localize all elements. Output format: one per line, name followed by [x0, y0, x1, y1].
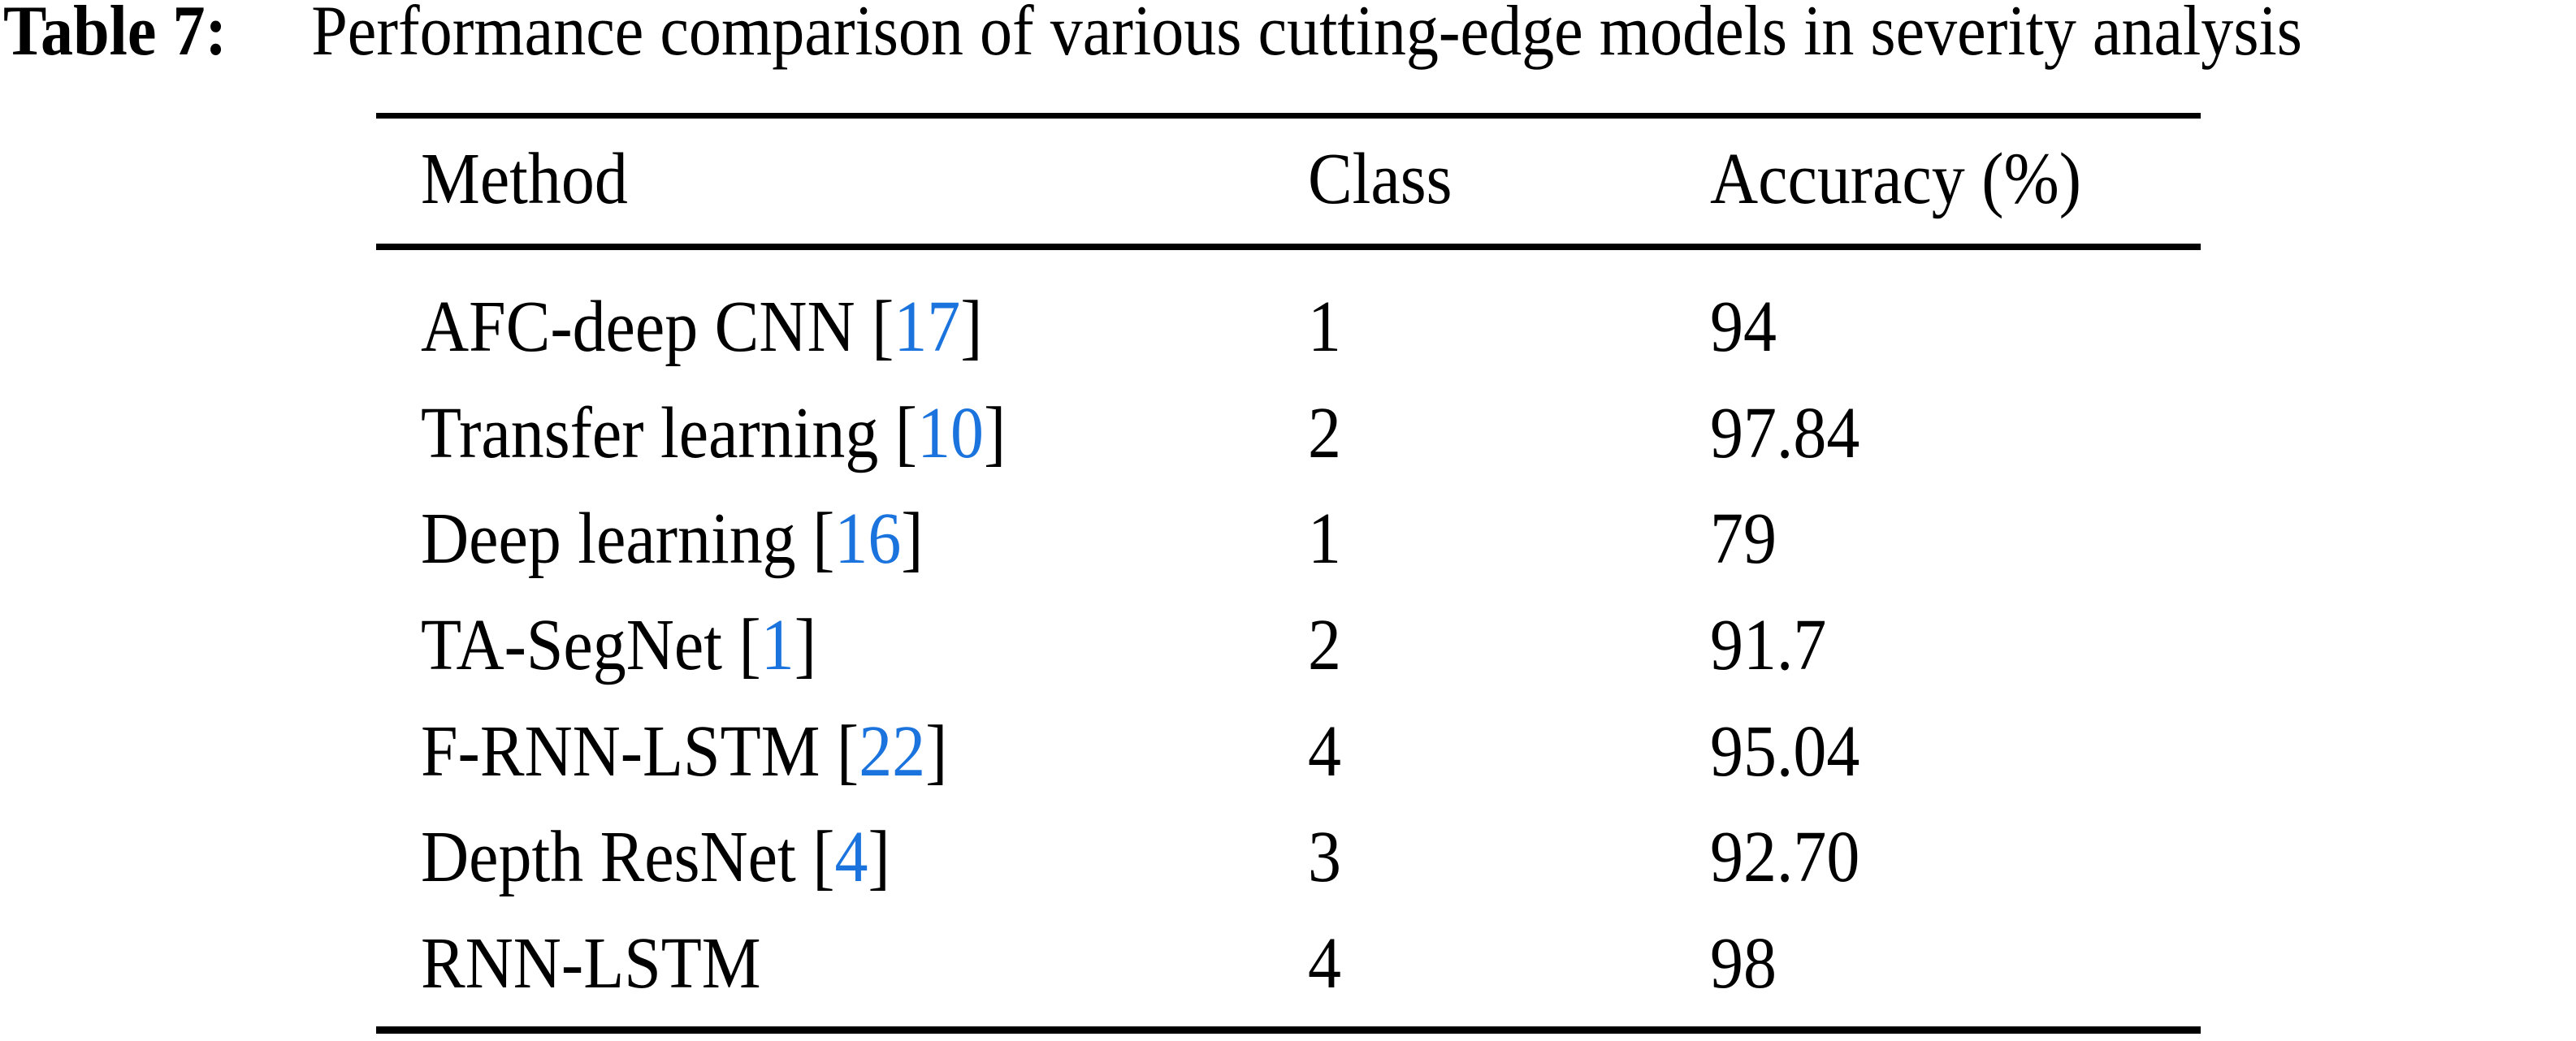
- method-name: Transfer learning: [421, 393, 879, 473]
- class-value: 1: [1308, 499, 1341, 579]
- method-cell: Transfer learning [10]: [421, 397, 1063, 470]
- caption-line: Table 7: Performance comparison of variou…: [3, 0, 2302, 68]
- accuracy-cell: 97.84: [1710, 397, 1875, 470]
- method-name: F-RNN-LSTM: [421, 711, 820, 792]
- accuracy-value: 92.70: [1710, 817, 1860, 897]
- column-header-class: Class: [1308, 143, 1466, 216]
- citation: [10]: [895, 393, 1006, 473]
- method-line: F-RNN-LSTM [22]: [421, 715, 947, 788]
- method-line: RNN-LSTM: [421, 927, 761, 1000]
- method-name: RNN-LSTM: [421, 923, 761, 1004]
- table-row: AFC-deep CNN [17] 1 94: [0, 291, 2576, 364]
- table-header-rule: [376, 244, 2201, 250]
- table-row: Deep learning [16] 1 79: [0, 503, 2576, 576]
- method-cell: RNN-LSTM: [421, 927, 794, 1000]
- class-cell: 1: [1308, 503, 1344, 576]
- class-value: 1: [1308, 287, 1341, 367]
- citation-open-bracket: [: [812, 817, 835, 897]
- table-row: RNN-LSTM 4 98: [0, 927, 2576, 1000]
- method-cell: Depth ResNet [4]: [421, 821, 937, 894]
- citation-close-bracket: ]: [960, 287, 983, 367]
- column-header-accuracy-label: Accuracy (%): [1710, 139, 2081, 219]
- citation-link[interactable]: 22: [859, 711, 926, 792]
- accuracy-cell: 98: [1710, 927, 1783, 1000]
- citation-open-bracket: [: [836, 711, 859, 792]
- accuracy-cell: 92.70: [1710, 821, 1875, 894]
- accuracy-value: 98: [1710, 923, 1777, 1004]
- citation-link[interactable]: 1: [760, 605, 794, 685]
- accuracy-value: 94: [1710, 287, 1777, 367]
- table-row: Transfer learning [10] 2 97.84: [0, 397, 2576, 470]
- column-header-method-label: Method: [421, 139, 628, 219]
- table-row: Depth ResNet [4] 3 92.70: [0, 821, 2576, 894]
- table-header-row: Method Class Accuracy (%): [0, 143, 2576, 216]
- class-value: 3: [1308, 817, 1341, 897]
- method-line: Transfer learning [10]: [421, 397, 1006, 470]
- citation-open-bracket: [: [894, 393, 918, 473]
- class-cell: 2: [1308, 609, 1344, 682]
- citation: [17]: [872, 287, 982, 367]
- accuracy-value: 95.04: [1710, 711, 1860, 792]
- method-name: Depth ResNet: [421, 817, 796, 897]
- method-name: TA-SegNet: [421, 605, 722, 685]
- class-value: 4: [1308, 711, 1341, 792]
- method-cell: AFC-deep CNN [17]: [421, 291, 1038, 364]
- column-header-accuracy: Accuracy (%): [1710, 143, 2118, 216]
- accuracy-cell: 95.04: [1710, 715, 1875, 788]
- citation-link[interactable]: 16: [834, 499, 902, 579]
- citation-close-bracket: ]: [868, 817, 890, 897]
- class-cell: 4: [1308, 927, 1344, 1000]
- accuracy-cell: 94: [1710, 291, 1783, 364]
- class-value: 2: [1308, 605, 1341, 685]
- table-top-rule: [376, 113, 2201, 119]
- table-row: F-RNN-LSTM [22] 4 95.04: [0, 715, 2576, 788]
- method-name: AFC-deep CNN: [421, 287, 855, 367]
- table-bottom-rule: [376, 1026, 2201, 1034]
- citation-link[interactable]: 10: [917, 393, 984, 473]
- accuracy-value: 91.7: [1710, 605, 1827, 685]
- caption-text: Performance comparison of various cuttin…: [311, 0, 2302, 71]
- table-row: TA-SegNet [1] 2 91.7: [0, 609, 2576, 682]
- method-name: Deep learning: [421, 499, 796, 579]
- citation-open-bracket: [: [812, 499, 835, 579]
- class-cell: 1: [1308, 291, 1344, 364]
- citation-close-bracket: ]: [925, 711, 948, 792]
- table-caption: Table 7: Performance comparison of variou…: [3, 0, 2530, 68]
- accuracy-cell: 91.7: [1710, 609, 1838, 682]
- citation-close-bracket: ]: [983, 393, 1007, 473]
- method-cell: F-RNN-LSTM [22]: [421, 715, 1000, 788]
- column-header-method: Method: [421, 143, 648, 216]
- method-line: TA-SegNet [1]: [421, 609, 816, 682]
- citation: [22]: [837, 711, 947, 792]
- class-cell: 2: [1308, 397, 1344, 470]
- class-value: 2: [1308, 393, 1341, 473]
- class-cell: 3: [1308, 821, 1344, 894]
- accuracy-value: 97.84: [1710, 393, 1860, 473]
- method-line: AFC-deep CNN [17]: [421, 291, 983, 364]
- class-value: 4: [1308, 923, 1341, 1004]
- citation-open-bracket: [: [738, 605, 761, 685]
- citation-link[interactable]: 4: [834, 817, 868, 897]
- method-line: Deep learning [16]: [421, 503, 924, 576]
- method-line: Depth ResNet [4]: [421, 821, 890, 894]
- citation: [1]: [738, 605, 816, 685]
- accuracy-cell: 79: [1710, 503, 1783, 576]
- caption-label: Table 7:: [3, 0, 227, 71]
- class-cell: 4: [1308, 715, 1344, 788]
- method-cell: TA-SegNet [1]: [421, 609, 855, 682]
- citation: [4]: [812, 817, 890, 897]
- citation-close-bracket: ]: [901, 499, 924, 579]
- method-cell: Deep learning [16]: [421, 503, 973, 576]
- citation: [16]: [812, 499, 923, 579]
- citation-close-bracket: ]: [794, 605, 816, 685]
- column-header-class-label: Class: [1308, 139, 1453, 219]
- accuracy-value: 79: [1710, 499, 1777, 579]
- citation-link[interactable]: 17: [894, 287, 961, 367]
- citation-open-bracket: [: [872, 287, 894, 367]
